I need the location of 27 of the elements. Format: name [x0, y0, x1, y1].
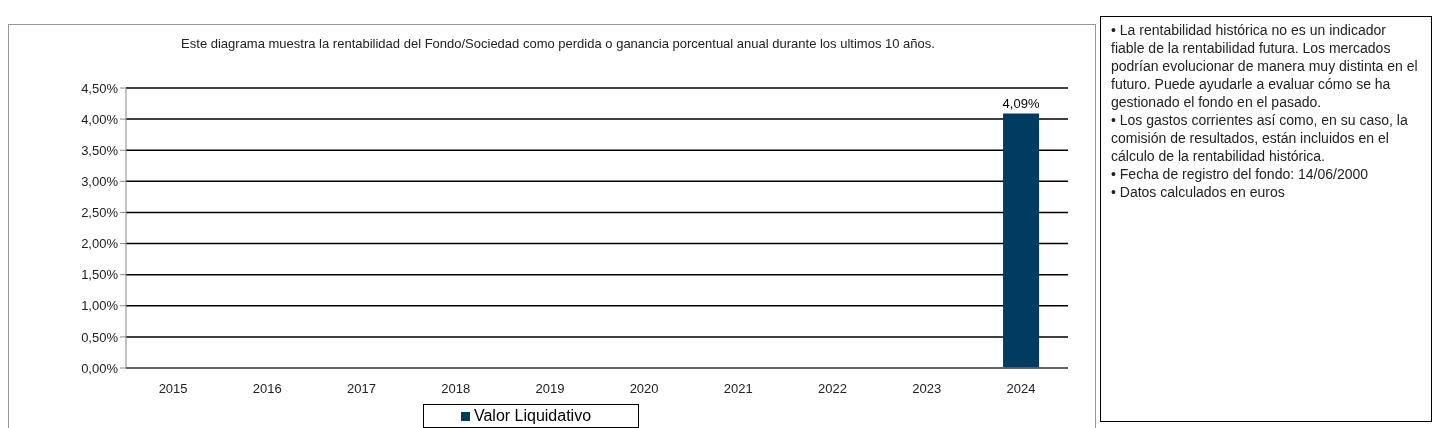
text: • La rentabilidad histórica no es un indicador fiable de la rentabilidad futura. Los mercados podrían evolucionar de manera muy distinta en el futuro. Puede ayudarle a evaluar cómo se ha gestionado el fondo en el pasado. — [1111, 21, 1419, 111]
x-tick-label: 2015 — [158, 381, 188, 397]
y-tick-label: 2,50% — [81, 205, 119, 221]
x-tick-label: 2021 — [723, 381, 753, 397]
x-tick-label: 2016 — [252, 381, 282, 397]
y-tick-label: 3,50% — [81, 142, 119, 158]
y-tick-label: 0,50% — [81, 329, 119, 345]
x-tick-label: 2017 — [347, 381, 376, 397]
legend-label: Valor Liquidativo — [473, 407, 592, 424]
y-tick-label: 1,00% — [81, 298, 119, 314]
text: • Fecha de registro del fondo: 14/06/2000 — [1111, 165, 1370, 183]
y-tick-label: 3,00% — [81, 173, 119, 189]
x-tick-label: 2023 — [912, 381, 942, 397]
x-tick-label: 2024 — [1006, 381, 1036, 397]
data-label: 4,09% — [1002, 95, 1040, 111]
y-tick-label: 4,00% — [81, 111, 119, 127]
x-tick-label: 2018 — [441, 381, 471, 397]
y-tick-label: 1,50% — [81, 267, 119, 283]
x-tick-label: 2022 — [818, 381, 847, 397]
chart-title: Este diagrama muestra la rentabilidad del Fondo/Sociedad como perdida o ganancia porcentual anual durante los ultimos 10 años. — [180, 36, 936, 51]
y-tick-label: 4,50% — [81, 80, 119, 96]
y-tick-label: 2,00% — [81, 236, 119, 252]
x-tick-label: 2020 — [629, 381, 659, 397]
text: • Los gastos corrientes así como, en su caso, la comisión de resultados, están incluidos en el cálculo de la rentabilidad histórica. — [1111, 111, 1409, 165]
y-tick-label: 0,00% — [81, 360, 119, 376]
text: • Datos calculados en euros — [1111, 183, 1286, 201]
x-tick-label: 2019 — [535, 381, 565, 397]
